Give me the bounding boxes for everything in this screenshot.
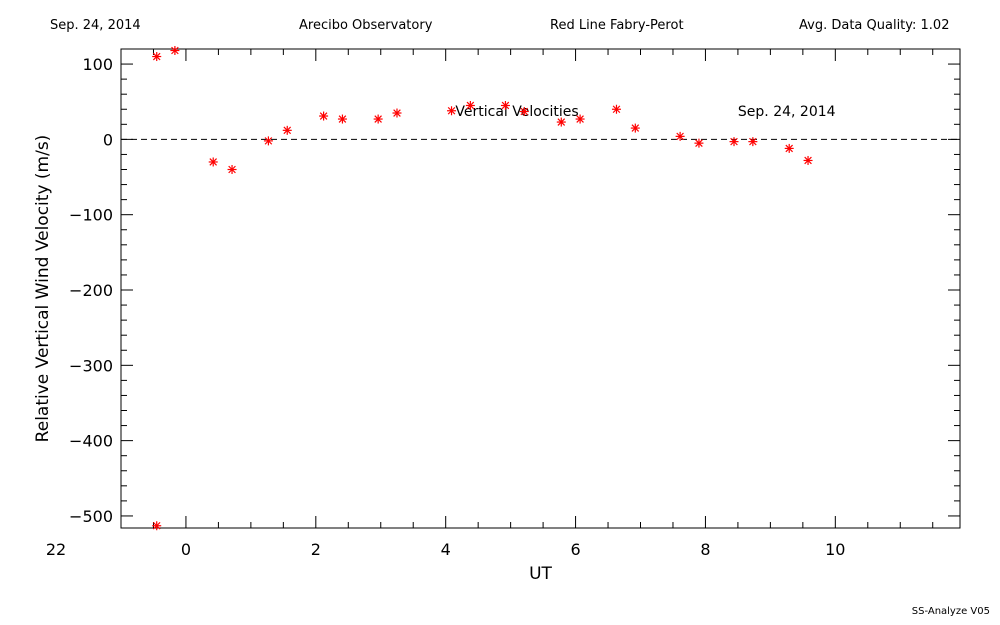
y-tick-label: −500: [69, 507, 113, 526]
y-axis-label: Relative Vertical Wind Velocity (m/s): [33, 135, 53, 443]
data-point: [803, 155, 813, 165]
data-point: [152, 521, 162, 531]
x-tick-label: 6: [570, 540, 580, 559]
data-point: [611, 104, 621, 114]
header-observatory: Arecibo Observatory: [299, 18, 433, 33]
data-point: [170, 46, 180, 56]
data-point: [675, 131, 685, 141]
data-point: [373, 114, 383, 124]
header-data-quality: Avg. Data Quality: 1.02: [799, 18, 950, 33]
y-tick-label: 0: [103, 130, 113, 149]
tick-labels: 22 0 2 4 6 8 10 100 0 −100 −200 −300 −400 −500: [46, 55, 846, 559]
data-point: [784, 143, 794, 153]
data-point: [282, 125, 292, 135]
x-tick-label: 2: [311, 540, 321, 559]
software-version: SS-Analyze V05: [911, 606, 990, 617]
y-tick-label: −200: [69, 281, 113, 300]
annotation-date: Sep. 24, 2014: [738, 104, 836, 120]
data-point: [465, 100, 475, 110]
data-point: [519, 107, 529, 117]
data-point: [152, 52, 162, 62]
data-point: [447, 106, 457, 116]
y-tick-label: −300: [69, 356, 113, 375]
x-tick-label: 4: [441, 540, 451, 559]
annotation-title: Vertical Velocities: [455, 104, 578, 120]
x-axis-label: UT: [529, 564, 552, 584]
plot-frame: [120, 48, 961, 529]
data-point: [630, 123, 640, 133]
x-tick-label: 10: [825, 540, 845, 559]
y-tick-label: 100: [82, 55, 113, 74]
data-point: [392, 108, 402, 118]
header-date: Sep. 24, 2014: [50, 18, 141, 33]
x-tick-label: 0: [181, 540, 191, 559]
y-tick-label: −400: [69, 432, 113, 451]
header-instrument: Red Line Fabry-Perot: [550, 18, 684, 33]
data-point: [694, 138, 704, 148]
data-point: [575, 114, 585, 124]
x-tick-label: 22: [46, 540, 66, 559]
data-point: [748, 137, 758, 147]
data-point: [208, 157, 218, 167]
y-tick-label: −100: [69, 206, 113, 225]
x-tick-label: 8: [700, 540, 710, 559]
data-point: [729, 137, 739, 147]
data-point: [227, 165, 237, 175]
data-point: [319, 111, 329, 121]
data-point: [263, 136, 273, 146]
data-points: [152, 46, 813, 531]
data-point: [337, 114, 347, 124]
data-point: [556, 117, 566, 127]
axis-ticks: [120, 49, 960, 528]
data-point: [500, 100, 510, 110]
